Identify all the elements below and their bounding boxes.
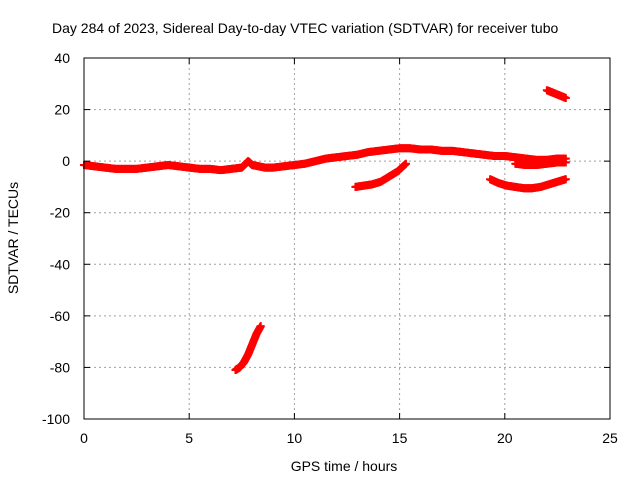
data-point [256,322,265,331]
y-tick-label: -20 [50,205,70,221]
data-point [561,158,570,167]
x-axis-ticks: 0 5 10 15 20 25 [80,58,618,446]
y-tick-label: -100 [42,411,70,427]
plot-frame [83,57,611,420]
y-tick-label: 20 [54,102,70,118]
data-points [80,86,570,375]
y-tick-label: -40 [50,256,70,272]
grid-lines [84,58,610,419]
data-point [401,159,410,168]
x-tick-label: 15 [392,430,408,446]
series-main-track [80,144,570,175]
x-tick-label: 25 [602,430,618,446]
x-tick-label: 10 [287,430,303,446]
series-drop-arc [231,322,265,375]
y-tick-label: 40 [54,50,70,66]
series-arc-evening [486,175,570,193]
y-tick-label: -60 [50,308,70,324]
chart-title: Day 284 of 2023, Sidereal Day-to-day VTE… [52,20,559,36]
y-axis-label: SDTVAR / TECUs [5,182,21,294]
x-tick-label: 20 [497,430,513,446]
y-axis-ticks: -100 -80 -60 -40 -20 0 20 40 [42,50,610,427]
x-tick-label: 5 [185,430,193,446]
y-tick-label: -80 [50,359,70,375]
series-late-band [511,158,570,170]
x-tick-label: 0 [80,430,88,446]
data-point [561,175,570,184]
series-upper-segment [542,86,570,102]
x-axis-label: GPS time / hours [291,458,398,474]
y-tick-label: 0 [62,153,70,169]
series-arc-13h [351,159,410,191]
data-point [561,93,570,102]
